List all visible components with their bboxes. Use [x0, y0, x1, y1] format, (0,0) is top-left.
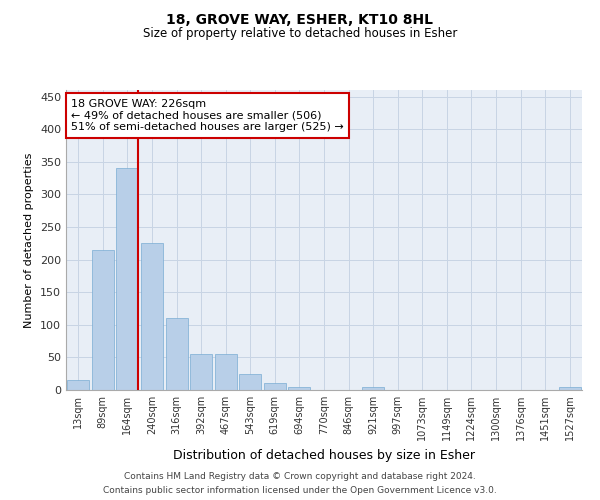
Bar — [116, 168, 139, 390]
Text: Contains public sector information licensed under the Open Government Licence v3: Contains public sector information licen… — [103, 486, 497, 495]
Bar — [362, 386, 384, 390]
Bar — [67, 380, 89, 390]
Text: Contains HM Land Registry data © Crown copyright and database right 2024.: Contains HM Land Registry data © Crown c… — [124, 472, 476, 481]
Bar — [166, 318, 188, 390]
Bar — [190, 354, 212, 390]
Text: 18, GROVE WAY, ESHER, KT10 8HL: 18, GROVE WAY, ESHER, KT10 8HL — [167, 12, 433, 26]
Bar — [92, 250, 114, 390]
Y-axis label: Number of detached properties: Number of detached properties — [25, 152, 34, 328]
Bar — [239, 374, 262, 390]
X-axis label: Distribution of detached houses by size in Esher: Distribution of detached houses by size … — [173, 449, 475, 462]
Bar — [289, 386, 310, 390]
Bar — [215, 354, 237, 390]
Text: 18 GROVE WAY: 226sqm
← 49% of detached houses are smaller (506)
51% of semi-deta: 18 GROVE WAY: 226sqm ← 49% of detached h… — [71, 99, 344, 132]
Text: Size of property relative to detached houses in Esher: Size of property relative to detached ho… — [143, 28, 457, 40]
Bar — [559, 386, 581, 390]
Bar — [141, 244, 163, 390]
Bar — [264, 384, 286, 390]
